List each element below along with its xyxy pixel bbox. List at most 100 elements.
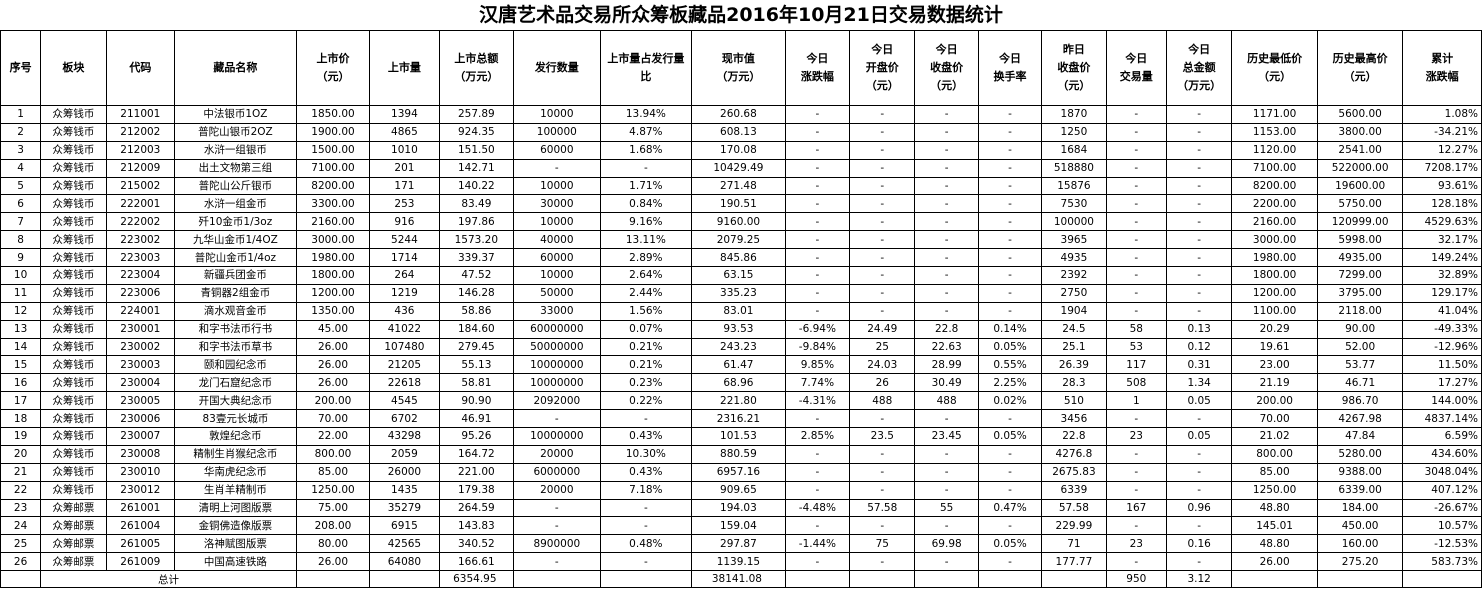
table-cell: - xyxy=(784,301,851,321)
table-cell: - xyxy=(977,140,1043,160)
table-cell: 179.38 xyxy=(438,480,515,500)
table-cell: 普陀山公斤银币 xyxy=(174,176,297,196)
table-cell: 22.63 xyxy=(914,337,979,357)
table-cell: - xyxy=(849,194,916,214)
table-cell: 4935.00 xyxy=(1316,248,1404,268)
table-cell: 253 xyxy=(369,194,440,214)
table-cell: 608.13 xyxy=(691,122,786,142)
table-cell: 221.80 xyxy=(691,391,786,411)
table-cell: 1171.00 xyxy=(1231,105,1318,124)
table-cell: 23.45 xyxy=(914,427,979,446)
table-cell: - xyxy=(1165,552,1233,572)
table-cell: - xyxy=(914,212,979,232)
table-cell: - xyxy=(977,301,1043,321)
table-cell: 1714 xyxy=(369,248,440,268)
table-cell: 32.89% xyxy=(1402,266,1482,285)
table-cell: 0.43% xyxy=(599,427,693,446)
table-cell: 2092000 xyxy=(513,391,601,411)
table-cell: - xyxy=(784,462,851,482)
table-cell: 335.23 xyxy=(691,283,786,303)
table-cell: 1980.00 xyxy=(1231,248,1318,268)
table-cell: 18 xyxy=(0,409,42,429)
table-row: 22 众筹钱币 230012 生肖羊精制币 1250.00 1435 179.38 20000… xyxy=(0,480,1482,500)
table-cell: 167 xyxy=(1105,498,1167,518)
table-cell: 6339.00 xyxy=(1316,480,1404,500)
table-cell: 2675.83 xyxy=(1041,462,1107,482)
table-cell: 25 xyxy=(0,534,42,554)
table-cell: 5750.00 xyxy=(1316,194,1404,214)
table-cell: 26 xyxy=(849,373,916,393)
table-cell: 21205 xyxy=(369,355,440,375)
table-cell: - xyxy=(914,122,979,142)
table-cell: - xyxy=(1165,158,1233,178)
table-cell: 10000 xyxy=(513,105,601,124)
total-cell-empty xyxy=(599,570,693,589)
table-cell: 0.84% xyxy=(599,194,693,214)
table-cell: 107480 xyxy=(369,337,440,357)
table-cell: 75.00 xyxy=(295,498,371,518)
table-cell: - xyxy=(513,158,601,178)
table-cell: 508 xyxy=(1105,373,1167,393)
table-cell: 58.81 xyxy=(438,373,515,393)
table-cell: 19.61 xyxy=(1231,337,1318,357)
table-cell: 264 xyxy=(369,266,440,285)
table-cell: - xyxy=(1165,409,1233,429)
table-cell: 230005 xyxy=(105,391,176,411)
table-cell: 0.22% xyxy=(599,391,693,411)
table-cell: 众筹钱币 xyxy=(40,230,107,250)
table-cell: 909.65 xyxy=(691,480,786,500)
total-cell-empty xyxy=(295,570,371,589)
table-cell: 58 xyxy=(1105,319,1167,339)
table-cell: 0.96 xyxy=(1165,498,1233,518)
table-cell: 4865 xyxy=(369,122,440,142)
table-cell: 30.49 xyxy=(914,373,979,393)
table-cell: - xyxy=(977,444,1043,464)
table-cell: 21.02 xyxy=(1231,427,1318,446)
table-row: 24 众筹邮票 261004 金铜佛造像版票 208.00 6915 143.83- -159… xyxy=(0,516,1482,536)
table-cell: 60000 xyxy=(513,248,601,268)
table-cell: 90.00 xyxy=(1316,319,1404,339)
table-cell: - xyxy=(914,444,979,464)
table-cell: 2.25% xyxy=(977,373,1043,393)
table-cell: 2541.00 xyxy=(1316,140,1404,160)
table-cell: 4545 xyxy=(369,391,440,411)
table-cell: - xyxy=(513,516,601,536)
table-cell: 21.19 xyxy=(1231,373,1318,393)
table-cell: 880.59 xyxy=(691,444,786,464)
table-cell: - xyxy=(849,462,916,482)
table-cell: 407.12% xyxy=(1402,480,1482,500)
column-header: 上市总额 （万元） xyxy=(438,30,515,106)
table-cell: 4935 xyxy=(1041,248,1107,268)
table-cell: - xyxy=(784,444,851,464)
column-header: 藏品名称 xyxy=(174,30,297,106)
total-cell-empty xyxy=(784,570,851,589)
table-cell: 140.22 xyxy=(438,176,515,196)
table-cell: 26 xyxy=(0,552,42,572)
table-cell: - xyxy=(849,409,916,429)
table-cell: 0.05% xyxy=(977,427,1043,446)
total-cell-empty xyxy=(1231,570,1318,589)
table-cell: 众筹钱币 xyxy=(40,158,107,178)
table-cell: 0.14% xyxy=(977,319,1043,339)
column-header: 今日 收盘价 （元） xyxy=(914,30,979,106)
table-cell: 3000.00 xyxy=(295,230,371,250)
table-cell: 47.52 xyxy=(438,266,515,285)
table-row: 5 众筹钱币 215002 普陀山公斤银币 8200.00 171 140.22 10000 1… xyxy=(0,176,1482,196)
table-cell: 230003 xyxy=(105,355,176,375)
table-cell: 0.47% xyxy=(977,498,1043,518)
table-cell: 2.85% xyxy=(784,427,851,446)
table-cell: 41.04% xyxy=(1402,301,1482,321)
sheet-title: 汉唐艺术品交易所众筹板藏品2016年10月21日交易数据统计 xyxy=(479,4,1003,26)
table-cell: - xyxy=(599,409,693,429)
table-row: 13 众筹钱币 230001 和字书法币行书 45.00 41022 184.60 60000… xyxy=(0,319,1482,339)
table-cell: 5 xyxy=(0,176,42,196)
column-header: 今日 换手率 xyxy=(977,30,1043,106)
table-cell: 22.8 xyxy=(914,319,979,339)
table-cell: 1.56% xyxy=(599,301,693,321)
table-cell: 精制生肖猴纪念币 xyxy=(174,444,297,464)
table-cell: - xyxy=(513,498,601,518)
table-cell: - xyxy=(599,552,693,572)
table-cell: 华南虎纪念币 xyxy=(174,462,297,482)
table-cell: 2.64% xyxy=(599,266,693,285)
table-cell: - xyxy=(914,248,979,268)
